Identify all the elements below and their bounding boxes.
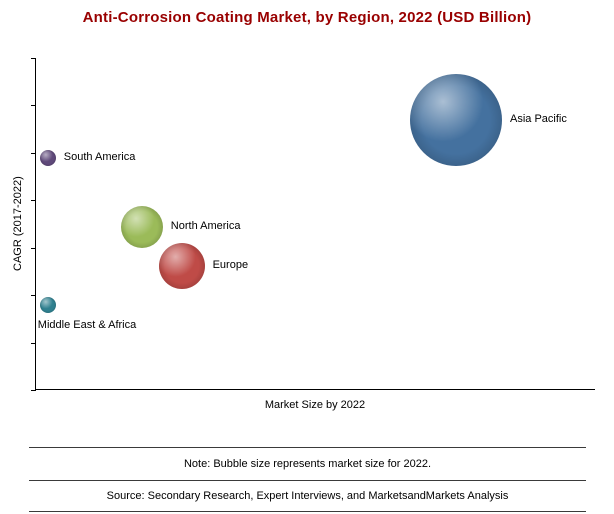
source-text: Source: Secondary Research, Expert Inter… — [106, 490, 509, 502]
bubble-south-america — [39, 149, 56, 166]
bubble-middle-east-africa — [39, 297, 56, 314]
bubble-europe — [158, 243, 205, 290]
y-axis-tick — [31, 390, 36, 391]
x-axis-label: Market Size by 2022 — [264, 399, 366, 411]
y-axis-label: CAGR (2017-2022) — [12, 176, 24, 272]
chart-title: Anti-Corrosion Coating Market, by Region… — [82, 9, 532, 26]
note-row: Note: Bubble size represents market size… — [29, 447, 586, 481]
y-axis-tick — [31, 153, 36, 154]
y-axis-tick — [31, 105, 36, 106]
y-axis-tick — [31, 295, 36, 296]
note-text: Note: Bubble size represents market size… — [183, 458, 431, 470]
y-axis-tick — [31, 200, 36, 201]
y-axis-tick — [31, 343, 36, 344]
y-axis-tick — [31, 248, 36, 249]
bubble-label-middle-east-africa: Middle East & Africa — [37, 319, 137, 332]
bubble-label-south-america: South America — [63, 150, 136, 163]
source-row: Source: Secondary Research, Expert Inter… — [29, 481, 586, 512]
bubble-asia-pacific — [410, 73, 502, 166]
bubble-label-europe: Europe — [212, 259, 249, 272]
bubble-label-asia-pacific: Asia Pacific — [510, 112, 567, 125]
plot-area: Asia Pacific South America North America Eu… — [31, 58, 595, 391]
footer: Note: Bubble size represents market size… — [29, 447, 586, 512]
bubble-label-north-america: North America — [170, 220, 241, 233]
bubble-north-america — [120, 206, 163, 249]
y-axis-tick — [31, 58, 36, 59]
